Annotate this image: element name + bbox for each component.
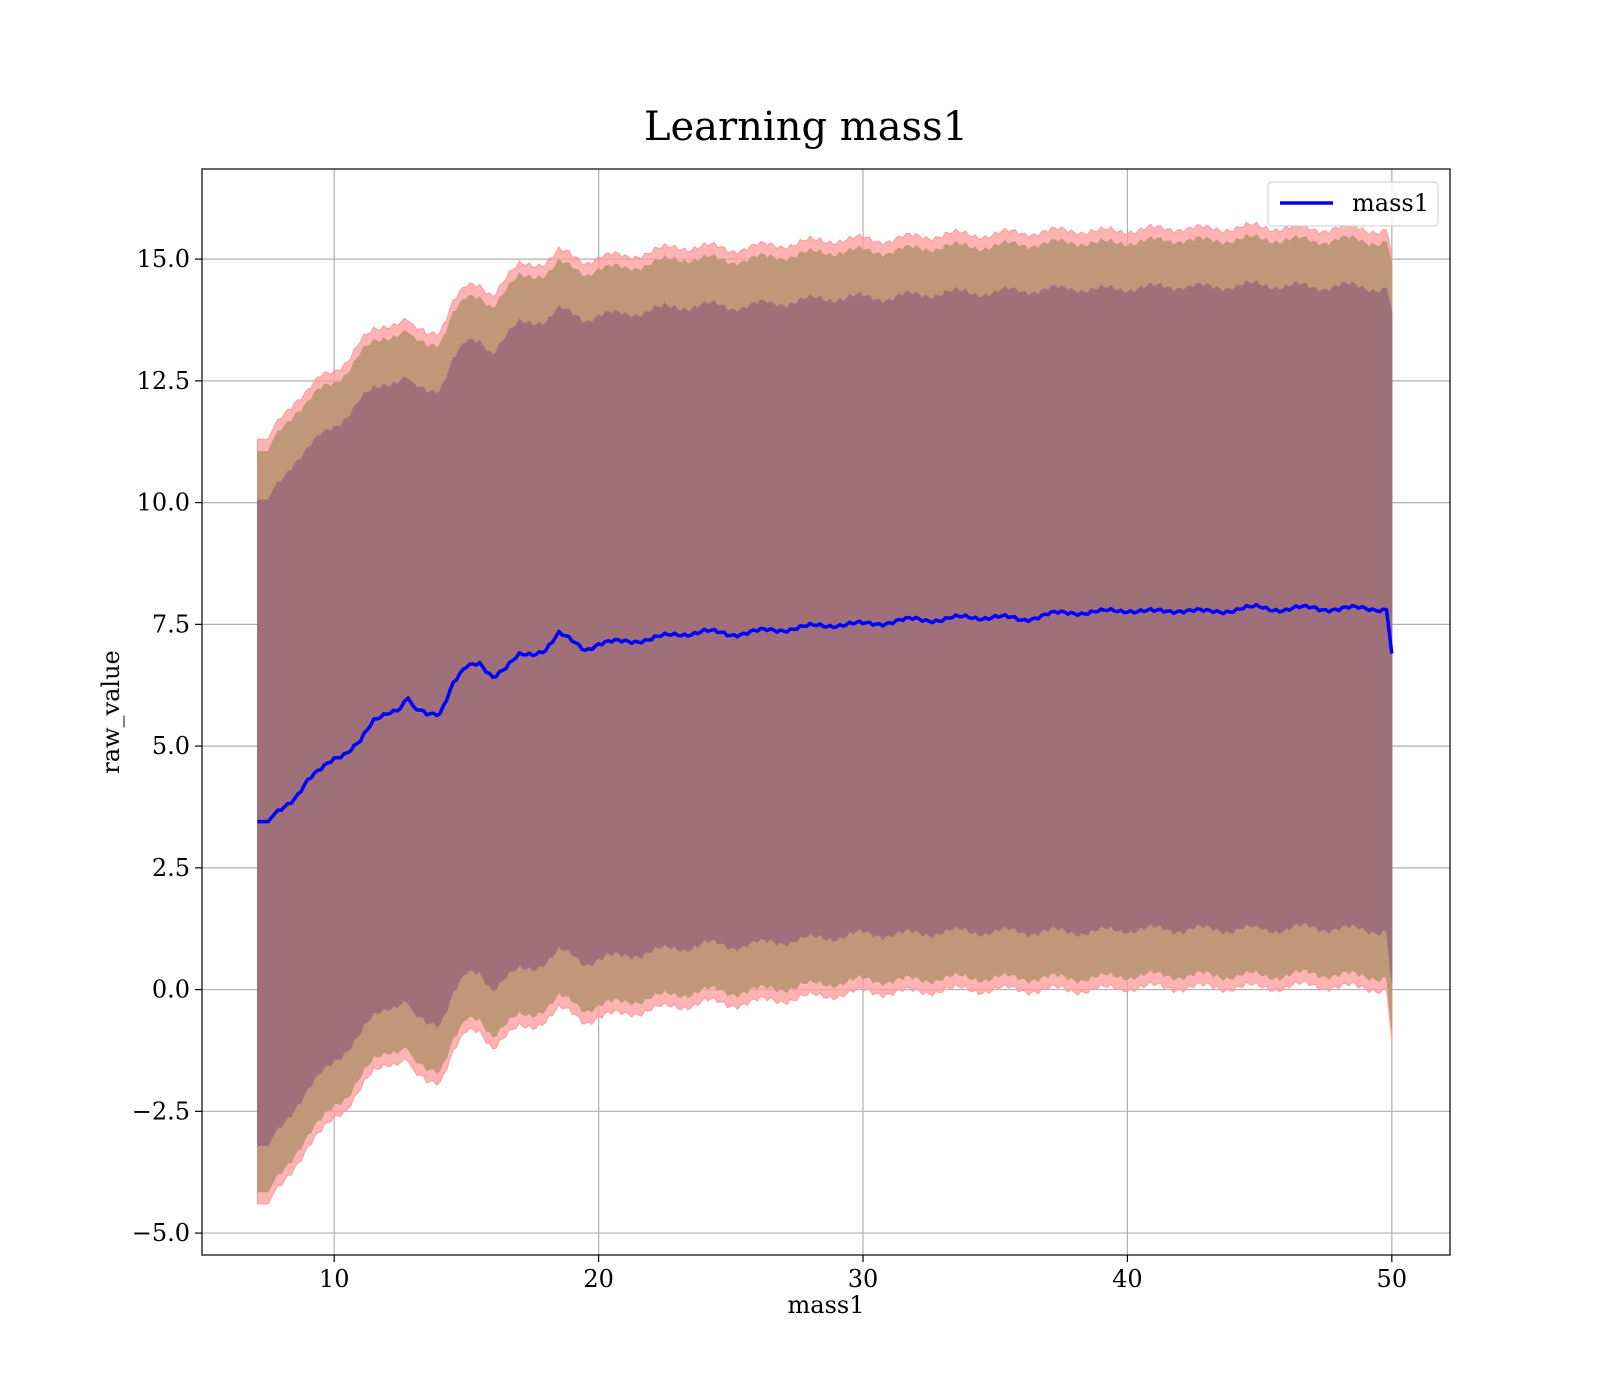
series-line-mass1 [257, 602, 1394, 824]
x-tick-label: 40 [1112, 1265, 1143, 1293]
y-tick-label: 2.5 [152, 854, 190, 882]
x-tick-label: 10 [319, 1265, 350, 1293]
legend: mass1 [1267, 181, 1439, 227]
y-tick-label: 10.0 [137, 489, 190, 517]
y-tick-label: −5.0 [132, 1219, 190, 1247]
legend-box [1267, 181, 1439, 227]
x-axis-label: mass1 [788, 1291, 865, 1319]
y-tick-label: −2.5 [132, 1097, 190, 1125]
chart-title: Learning mass1 [644, 104, 968, 150]
y-tick-label: 12.5 [137, 367, 190, 395]
y-tick-label: 0.0 [152, 976, 190, 1004]
y-axis-label: raw_value [97, 650, 125, 774]
y-tick-label: 7.5 [152, 610, 190, 638]
y-tick-label: 15.0 [137, 245, 190, 273]
x-tick-label: 20 [583, 1265, 614, 1293]
legend-label: mass1 [1352, 189, 1429, 217]
axes-frame [201, 168, 1451, 1256]
plot-area [201, 168, 1451, 1256]
band-3 [257, 279, 1393, 1146]
x-tick-label: 30 [848, 1265, 879, 1293]
x-tick-label: 50 [1377, 1265, 1408, 1293]
y-tick-label: 5.0 [152, 732, 190, 760]
